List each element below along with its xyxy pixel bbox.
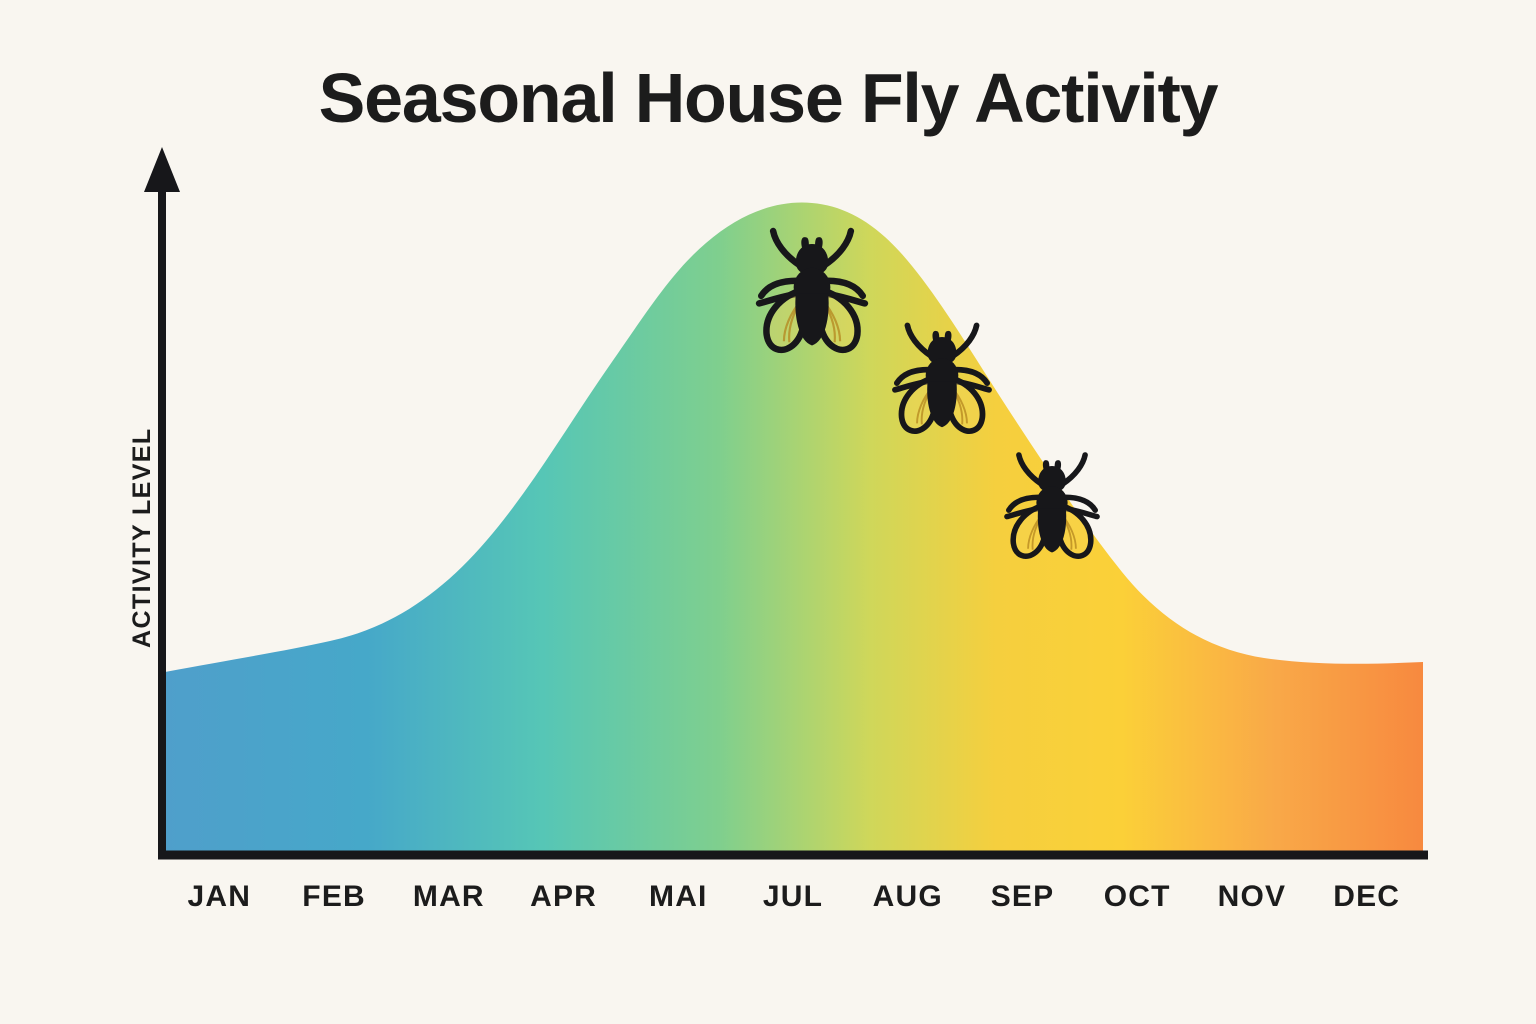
- x-axis-tick-label: SEP: [990, 880, 1055, 913]
- x-axis-tick-label: MAI: [649, 880, 708, 913]
- x-axis-tick-label: AUG: [872, 880, 943, 913]
- y-axis: [144, 147, 180, 853]
- page-title: Seasonal House Fly Activity: [318, 59, 1219, 137]
- x-axis-tick-label: APR: [530, 880, 598, 913]
- activity-area-fill: [165, 202, 1423, 853]
- x-axis-tick-label: MAR: [412, 880, 485, 913]
- x-axis-tick-label: JAN: [187, 880, 252, 913]
- x-axis-tick-label: DEC: [1333, 880, 1401, 913]
- x-axis-tick-label: NOV: [1217, 880, 1287, 913]
- x-axis-tick-label: FEB: [302, 880, 366, 913]
- x-axis-tick-label: JUL: [762, 880, 824, 913]
- x-axis-tick-labels: JAN FEB MAR APR MAI JUL AUG SEP OCT NOV DEC: [162, 880, 1424, 930]
- x-axis-tick-label: OCT: [1103, 880, 1171, 913]
